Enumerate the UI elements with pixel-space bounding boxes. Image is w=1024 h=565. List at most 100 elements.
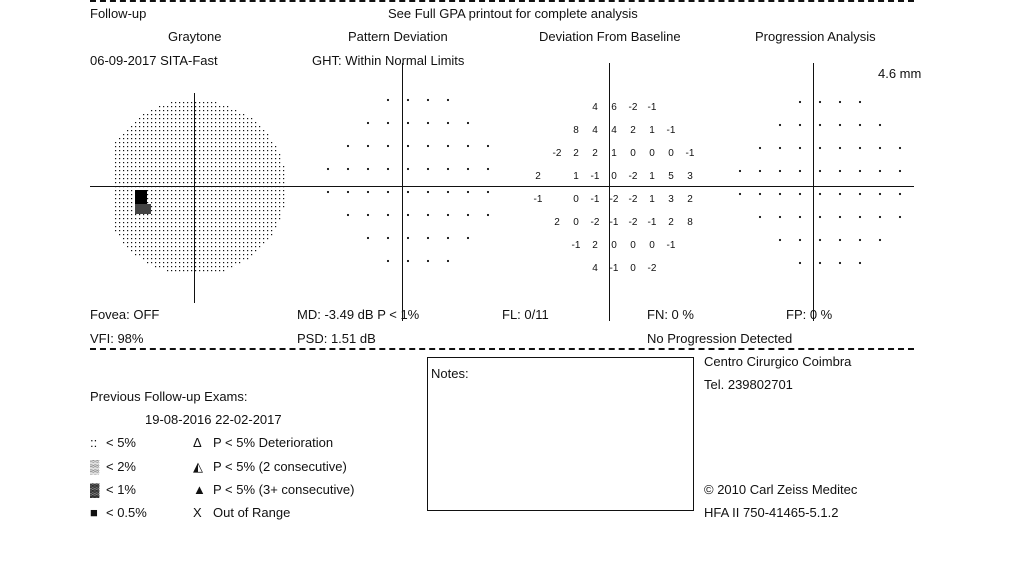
graytone-dot bbox=[223, 218, 225, 220]
graytone-dot bbox=[215, 142, 217, 144]
graytone-dot bbox=[279, 190, 281, 192]
graytone-dot bbox=[195, 118, 197, 120]
graytone-dot bbox=[171, 126, 173, 128]
graytone-dot bbox=[215, 122, 217, 124]
graytone-dot bbox=[171, 138, 173, 140]
progression-point bbox=[738, 169, 742, 173]
pattern-point bbox=[426, 167, 430, 171]
panel-title-deviation-from-baseline: Deviation From Baseline bbox=[539, 29, 681, 44]
deviation-value: 1 bbox=[611, 148, 617, 159]
graytone-dot bbox=[183, 138, 185, 140]
graytone-dot bbox=[147, 114, 149, 116]
graytone-dot bbox=[171, 142, 173, 144]
graytone-dot bbox=[131, 162, 133, 164]
graytone-dot bbox=[151, 150, 153, 152]
graytone-dot bbox=[179, 110, 181, 112]
graytone-dot bbox=[183, 174, 185, 176]
graytone-dot bbox=[275, 158, 277, 160]
graytone-dot bbox=[247, 194, 249, 196]
graytone-dot bbox=[251, 198, 253, 200]
graytone-dot bbox=[167, 254, 169, 256]
pattern-point bbox=[446, 236, 450, 240]
graytone-dot bbox=[131, 186, 133, 188]
deviation-value: -1 bbox=[572, 240, 581, 251]
graytone-dot bbox=[247, 178, 249, 180]
graytone-dot bbox=[215, 126, 217, 128]
graytone-dot bbox=[163, 246, 165, 248]
graytone-dot bbox=[175, 126, 177, 128]
graytone-dot bbox=[259, 150, 261, 152]
graytone-dot bbox=[215, 258, 217, 260]
graytone-dot bbox=[207, 138, 209, 140]
deviation-value: 2 bbox=[535, 171, 541, 182]
progression-point bbox=[758, 215, 762, 219]
graytone-dot bbox=[227, 210, 229, 212]
graytone-dot bbox=[139, 122, 141, 124]
graytone-dot bbox=[175, 190, 177, 192]
graytone-dot bbox=[187, 110, 189, 112]
prog-legend-symbol-out-of-range: X bbox=[193, 505, 202, 520]
notes-box[interactable]: Notes: bbox=[427, 357, 694, 511]
graytone-dot bbox=[223, 106, 225, 108]
graytone-dot bbox=[151, 146, 153, 148]
graytone-dot bbox=[195, 254, 197, 256]
graytone-dot bbox=[259, 214, 261, 216]
graytone-dot bbox=[187, 114, 189, 116]
graytone-dot bbox=[163, 254, 165, 256]
graytone-dot bbox=[259, 242, 261, 244]
graytone-dot bbox=[155, 178, 157, 180]
pattern-point bbox=[366, 213, 370, 217]
graytone-dot bbox=[135, 230, 137, 232]
prog-legend-symbol-deterioration: Δ bbox=[193, 435, 202, 450]
pattern-point bbox=[426, 190, 430, 194]
graytone-dot bbox=[135, 186, 137, 188]
graytone-dot bbox=[135, 142, 137, 144]
graytone-dot bbox=[243, 254, 245, 256]
legend-symbol-lt5: :: bbox=[90, 435, 98, 450]
graytone-dot bbox=[275, 186, 277, 188]
graytone-dot bbox=[115, 166, 117, 168]
progression-point bbox=[798, 123, 802, 127]
graytone-dot bbox=[139, 166, 141, 168]
pattern-point bbox=[386, 213, 390, 217]
graytone-dot bbox=[207, 206, 209, 208]
graytone-dot bbox=[123, 170, 125, 172]
graytone-dot bbox=[279, 214, 281, 216]
graytone-dot bbox=[223, 154, 225, 156]
graytone-dot bbox=[135, 170, 137, 172]
graytone-dot bbox=[211, 190, 213, 192]
graytone-dot bbox=[235, 250, 237, 252]
graytone-dot bbox=[227, 110, 229, 112]
graytone-dot bbox=[179, 142, 181, 144]
graytone-dot bbox=[251, 226, 253, 228]
graytone-dot bbox=[227, 158, 229, 160]
graytone-dot bbox=[279, 218, 281, 220]
graytone-dot bbox=[183, 134, 185, 136]
graytone-dot bbox=[227, 230, 229, 232]
graytone-dot bbox=[167, 198, 169, 200]
graytone-dot bbox=[151, 222, 153, 224]
graytone-dot bbox=[207, 198, 209, 200]
graytone-dot bbox=[135, 138, 137, 140]
graytone-dot bbox=[235, 154, 237, 156]
graytone-dot bbox=[267, 162, 269, 164]
graytone-dot bbox=[155, 170, 157, 172]
graytone-dot bbox=[283, 186, 285, 188]
graytone-dot bbox=[255, 222, 257, 224]
graytone-dot bbox=[199, 170, 201, 172]
graytone-dot bbox=[151, 134, 153, 136]
graytone-dot bbox=[131, 226, 133, 228]
graytone-dot bbox=[159, 122, 161, 124]
graytone-dot bbox=[215, 166, 217, 168]
progression-point bbox=[798, 146, 802, 150]
graytone-dot bbox=[219, 270, 221, 272]
graytone-dot bbox=[131, 210, 133, 212]
graytone-dot bbox=[171, 266, 173, 268]
graytone-dot bbox=[147, 150, 149, 152]
pattern-point bbox=[406, 259, 410, 263]
graytone-dot bbox=[215, 218, 217, 220]
graytone-dot bbox=[115, 150, 117, 152]
graytone-dot bbox=[195, 238, 197, 240]
graytone-dot bbox=[235, 150, 237, 152]
graytone-dot bbox=[223, 254, 225, 256]
